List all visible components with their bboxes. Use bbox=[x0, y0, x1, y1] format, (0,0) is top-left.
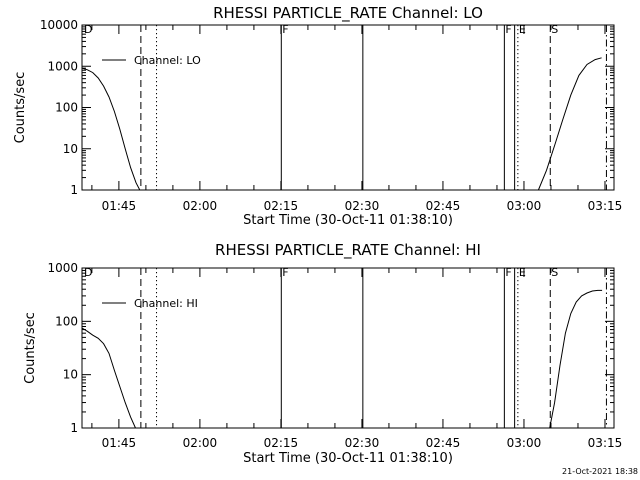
y-tick-label: 10 bbox=[63, 368, 78, 382]
legend-label: Channel: LO bbox=[134, 54, 201, 67]
y-axis-label: Counts/sec bbox=[23, 312, 38, 384]
panel-hi-channel: RHESSI PARTICLE_RATE Channel: HI 01:45 02:… bbox=[23, 241, 622, 466]
series-line bbox=[549, 289, 603, 429]
marker-label: F bbox=[505, 23, 511, 36]
marker-label: F bbox=[505, 266, 511, 279]
marker-label: F bbox=[282, 266, 288, 279]
marker-label: E bbox=[519, 266, 526, 279]
corner-label: D bbox=[84, 266, 92, 279]
y-tick-label: 1 bbox=[70, 421, 78, 435]
x-tick-label: 03:00 bbox=[507, 199, 542, 213]
x-tick-label: 01:45 bbox=[102, 436, 137, 450]
y-tick-label: 1000 bbox=[47, 59, 78, 73]
y-tick-label: 10 bbox=[63, 142, 78, 156]
plot-frame bbox=[81, 24, 615, 191]
marker-label: S bbox=[551, 266, 558, 279]
x-tick-label: 03:00 bbox=[507, 436, 542, 450]
series-line bbox=[537, 57, 602, 191]
x-tick-label: 02:00 bbox=[183, 436, 218, 450]
y-tick-label: 1000 bbox=[47, 261, 78, 275]
x-tick-label: 02:30 bbox=[345, 436, 380, 450]
corner-label: D bbox=[84, 23, 92, 36]
marker-label: E bbox=[519, 23, 526, 36]
marker-label: S bbox=[551, 23, 558, 36]
legend-label: Channel: HI bbox=[134, 297, 198, 310]
x-tick-label: 02:15 bbox=[264, 436, 299, 450]
marker-label: F bbox=[282, 23, 288, 36]
x-tick-label: 01:45 bbox=[102, 199, 137, 213]
y-axis-label: Counts/sec bbox=[13, 72, 28, 144]
y-tick-label: 1 bbox=[70, 183, 78, 197]
y-tick-label: 10000 bbox=[40, 18, 78, 32]
x-tick-label: 02:45 bbox=[426, 436, 461, 450]
chart-title: RHESSI PARTICLE_RATE Channel: LO bbox=[213, 4, 483, 23]
y-tick-label: 100 bbox=[55, 101, 78, 115]
panel-lo-channel: RHESSI PARTICLE_RATE Channel: LO 01:45 02:… bbox=[13, 4, 622, 228]
x-tick-label: 02:15 bbox=[264, 199, 299, 213]
x-axis-label: Start Time (30-Oct-11 01:38:10) bbox=[243, 213, 453, 228]
x-tick-label: 03:15 bbox=[588, 436, 623, 450]
x-tick-label: 02:30 bbox=[345, 199, 380, 213]
chart-title: RHESSI PARTICLE_RATE Channel: HI bbox=[215, 241, 481, 260]
plot-frame bbox=[81, 267, 615, 429]
x-axis-label: Start Time (30-Oct-11 01:38:10) bbox=[243, 451, 453, 466]
series-line bbox=[81, 327, 136, 429]
x-tick-label: 03:15 bbox=[588, 199, 623, 213]
y-tick-label: 100 bbox=[55, 314, 78, 328]
footer-timestamp: 21-Oct-2021 18:38 bbox=[562, 467, 638, 476]
series-line bbox=[81, 67, 141, 191]
x-tick-label: 02:00 bbox=[183, 199, 218, 213]
x-tick-label: 02:45 bbox=[426, 199, 461, 213]
